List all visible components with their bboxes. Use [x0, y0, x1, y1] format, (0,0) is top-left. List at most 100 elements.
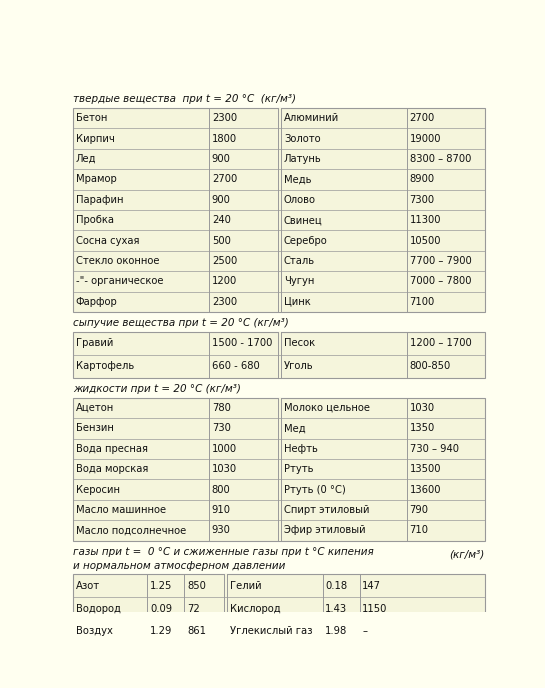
- Bar: [73, 108, 486, 312]
- Text: сыпучие вещества при t = 20 °C (кг/м³): сыпучие вещества при t = 20 °C (кг/м³): [73, 319, 289, 328]
- Text: Фарфор: Фарфор: [76, 297, 118, 307]
- Text: газы при t =  0 °C и сжиженные газы при t °C кипения: газы при t = 0 °C и сжиженные газы при t…: [73, 547, 374, 557]
- Text: Сталь: Сталь: [284, 256, 315, 266]
- Text: 1.29: 1.29: [150, 626, 172, 636]
- Text: Картофель: Картофель: [76, 361, 134, 372]
- Text: 2700: 2700: [410, 114, 435, 123]
- Text: 900: 900: [212, 154, 231, 164]
- Text: Спирт этиловый: Спирт этиловый: [284, 505, 370, 515]
- Bar: [73, 398, 486, 541]
- Text: 72: 72: [187, 603, 200, 614]
- Text: 1030: 1030: [410, 403, 435, 413]
- Text: Пробка: Пробка: [76, 215, 114, 225]
- Text: Парафин: Парафин: [76, 195, 123, 205]
- Text: 2500: 2500: [212, 256, 237, 266]
- Text: 7300: 7300: [410, 195, 435, 205]
- Bar: [73, 574, 486, 643]
- Text: Водород: Водород: [76, 603, 120, 614]
- Text: 780: 780: [212, 403, 231, 413]
- Text: и нормальном атмосферном давлении: и нормальном атмосферном давлении: [73, 561, 286, 570]
- Text: Цинк: Цинк: [284, 297, 311, 307]
- Text: 7100: 7100: [410, 297, 435, 307]
- Text: Серебро: Серебро: [284, 235, 328, 246]
- Text: –: –: [362, 626, 367, 636]
- Text: 1.43: 1.43: [325, 603, 347, 614]
- Text: 7700 – 7900: 7700 – 7900: [410, 256, 471, 266]
- Text: Кирпич: Кирпич: [76, 133, 114, 144]
- Text: Олово: Олово: [284, 195, 316, 205]
- Text: Гравий: Гравий: [76, 338, 113, 348]
- Text: Молоко цельное: Молоко цельное: [284, 403, 370, 413]
- Text: Масло машинное: Масло машинное: [76, 505, 166, 515]
- Text: Ацетон: Ацетон: [76, 403, 114, 413]
- Text: Свинец: Свинец: [284, 215, 323, 225]
- Text: Эфир этиловый: Эфир этиловый: [284, 526, 366, 535]
- Text: Чугун: Чугун: [284, 277, 314, 286]
- Text: Золото: Золото: [284, 133, 320, 144]
- Text: Вода пресная: Вода пресная: [76, 444, 148, 454]
- Text: 861: 861: [187, 626, 206, 636]
- Text: Песок: Песок: [284, 338, 315, 348]
- Text: Гелий: Гелий: [231, 581, 262, 591]
- Bar: [278, 108, 281, 312]
- Text: -"- органическое: -"- органическое: [76, 277, 164, 286]
- Text: Масло подсолнечное: Масло подсолнечное: [76, 526, 186, 535]
- Text: 800-850: 800-850: [410, 361, 451, 372]
- Text: Мед: Мед: [284, 423, 306, 433]
- Text: Керосин: Керосин: [76, 484, 120, 495]
- Text: 730: 730: [212, 423, 231, 433]
- Text: 13600: 13600: [410, 484, 441, 495]
- Text: 1.25: 1.25: [150, 581, 172, 591]
- Text: Углекислый газ: Углекислый газ: [231, 626, 313, 636]
- Text: 7000 – 7800: 7000 – 7800: [410, 277, 471, 286]
- Text: Ртуть (0 °C): Ртуть (0 °C): [284, 484, 346, 495]
- Text: 1800: 1800: [212, 133, 237, 144]
- Text: 850: 850: [187, 581, 206, 591]
- Text: Бетон: Бетон: [76, 114, 107, 123]
- Text: Сосна сухая: Сосна сухая: [76, 235, 139, 246]
- Text: 800: 800: [212, 484, 231, 495]
- Text: 2300: 2300: [212, 114, 237, 123]
- Text: 0.18: 0.18: [325, 581, 347, 591]
- Text: 19000: 19000: [410, 133, 441, 144]
- Text: 710: 710: [410, 526, 428, 535]
- Text: 10500: 10500: [410, 235, 441, 246]
- Text: Мрамор: Мрамор: [76, 174, 117, 184]
- Text: 930: 930: [212, 526, 231, 535]
- Text: Латунь: Латунь: [284, 154, 322, 164]
- Text: 660 - 680: 660 - 680: [212, 361, 259, 372]
- Text: 1000: 1000: [212, 444, 237, 454]
- Text: (кг/м³): (кг/м³): [449, 549, 485, 559]
- Text: Медь: Медь: [284, 174, 311, 184]
- Bar: [278, 332, 281, 378]
- Text: 1150: 1150: [362, 603, 387, 614]
- Text: 2300: 2300: [212, 297, 237, 307]
- Text: 8900: 8900: [410, 174, 435, 184]
- Text: Кислород: Кислород: [231, 603, 281, 614]
- Text: 11300: 11300: [410, 215, 441, 225]
- Bar: [73, 332, 486, 378]
- Text: 147: 147: [362, 581, 381, 591]
- Text: 0.09: 0.09: [150, 603, 172, 614]
- Text: 1350: 1350: [410, 423, 435, 433]
- Text: 240: 240: [212, 215, 231, 225]
- Text: 8300 – 8700: 8300 – 8700: [410, 154, 471, 164]
- Text: 1500 - 1700: 1500 - 1700: [212, 338, 272, 348]
- Text: Уголь: Уголь: [284, 361, 313, 372]
- Text: Ртуть: Ртуть: [284, 464, 313, 474]
- Text: Лед: Лед: [76, 154, 96, 164]
- Text: 1030: 1030: [212, 464, 237, 474]
- Text: Алюминий: Алюминий: [284, 114, 339, 123]
- Text: Азот: Азот: [76, 581, 100, 591]
- Bar: [278, 398, 281, 541]
- Text: жидкости при t = 20 °C (кг/м³): жидкости при t = 20 °C (кг/м³): [73, 384, 241, 394]
- Text: Стекло оконное: Стекло оконное: [76, 256, 159, 266]
- Text: 1200: 1200: [212, 277, 237, 286]
- Text: Бензин: Бензин: [76, 423, 113, 433]
- Text: 13500: 13500: [410, 464, 441, 474]
- Text: Вода морская: Вода морская: [76, 464, 148, 474]
- Text: 1200 – 1700: 1200 – 1700: [410, 338, 471, 348]
- Text: Воздух: Воздух: [76, 626, 113, 636]
- Text: 1.98: 1.98: [325, 626, 347, 636]
- Text: твердые вещества  при t = 20 °C  (кг/м³): твердые вещества при t = 20 °C (кг/м³): [73, 94, 296, 104]
